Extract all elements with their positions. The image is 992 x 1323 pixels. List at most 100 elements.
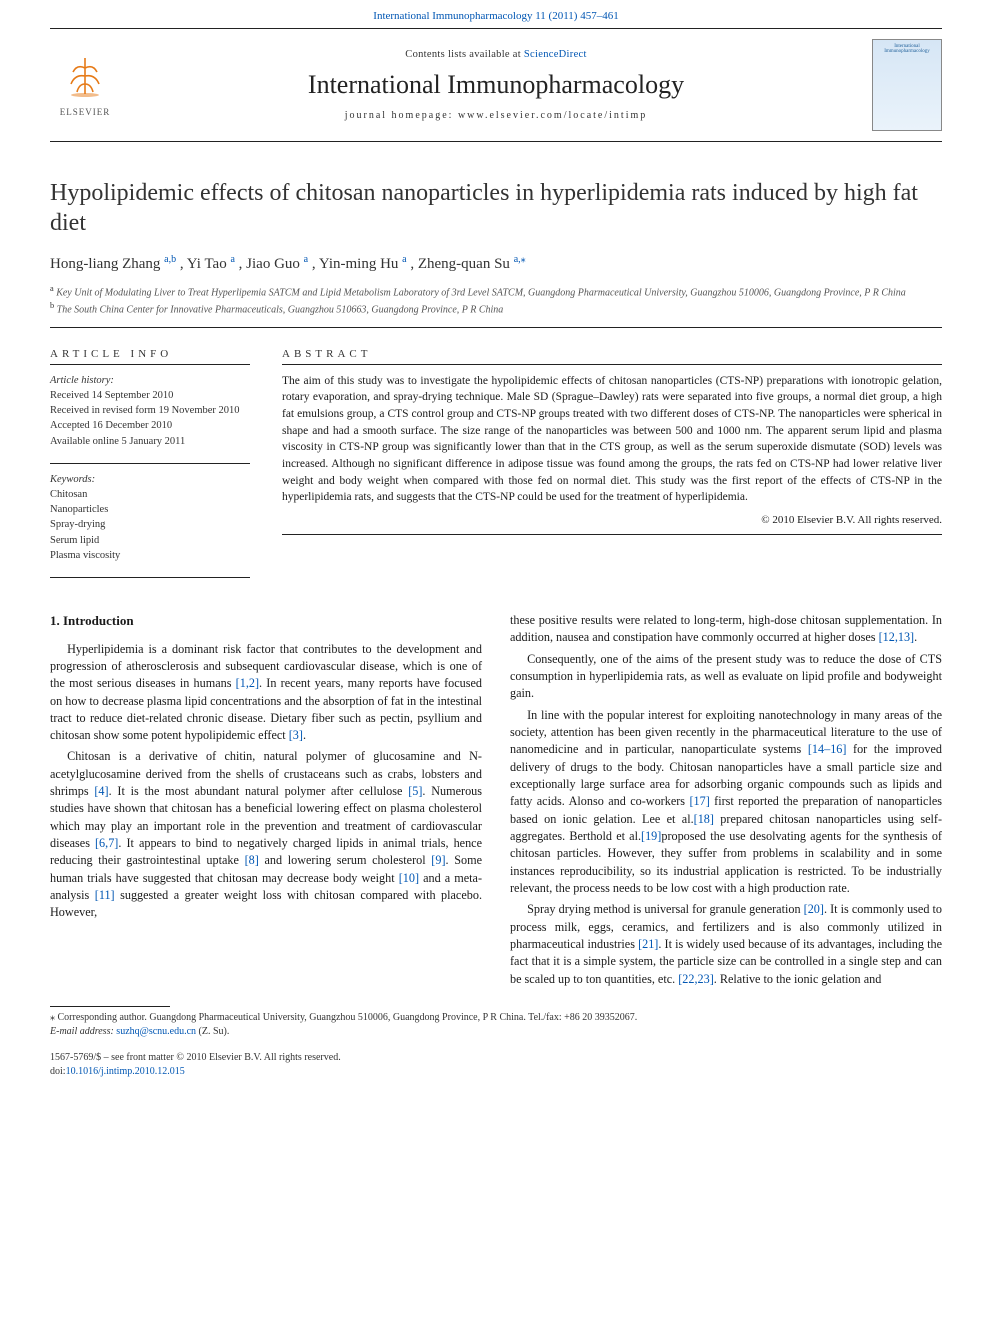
online-date: Available online 5 January 2011 [50, 434, 250, 449]
author-2-aff[interactable]: a [230, 254, 234, 265]
rule-above-abstract [50, 327, 942, 328]
affiliation-b: b The South China Center for Innovative … [50, 300, 942, 317]
masthead-center: Contents lists available at ScienceDirec… [136, 49, 856, 121]
homepage-prefix: journal homepage: [345, 110, 458, 121]
masthead: ELSEVIER Contents lists available at Sci… [0, 29, 992, 141]
ref-1-2[interactable]: [1,2] [236, 676, 259, 690]
sciencedirect-link[interactable]: ScienceDirect [524, 49, 587, 60]
keyword-5: Plasma viscosity [50, 548, 250, 563]
ref-9[interactable]: [9] [431, 853, 445, 867]
ref-5[interactable]: [5] [408, 784, 422, 798]
ref-19[interactable]: [19] [641, 829, 661, 843]
author-5-aff[interactable]: a, [514, 254, 521, 265]
accepted-date: Accepted 16 December 2010 [50, 418, 250, 433]
ref-4[interactable]: [4] [94, 784, 108, 798]
journal-reference-top[interactable]: International Immunopharmacology 11 (201… [0, 0, 992, 28]
article-info-heading: ARTICLE INFO [50, 348, 250, 365]
article-info-column: ARTICLE INFO Article history: Received 1… [50, 348, 250, 578]
keyword-3: Spray-drying [50, 517, 250, 532]
ref-20[interactable]: [20] [804, 902, 824, 916]
para-1: Hyperlipidemia is a dominant risk factor… [50, 641, 482, 745]
ref-8[interactable]: [8] [245, 853, 259, 867]
author-3-aff[interactable]: a [304, 254, 308, 265]
footnote-rule [50, 1006, 170, 1007]
ref-10[interactable]: [10] [399, 871, 419, 885]
info-abstract-row: ARTICLE INFO Article history: Received 1… [0, 348, 992, 578]
article-history-block: Article history: Received 14 September 2… [50, 373, 250, 449]
rule-after-abstract [282, 534, 942, 535]
history-label: Article history: [50, 373, 250, 388]
cover-title-text: International Immunopharmacology [877, 44, 937, 54]
para-3-a: these positive results were related to l… [510, 613, 942, 644]
ref-21[interactable]: [21] [638, 937, 658, 951]
abstract-heading: ABSTRACT [282, 348, 942, 365]
journal-cover-thumbnail: International Immunopharmacology [872, 39, 942, 131]
elsevier-tree-icon [63, 54, 107, 105]
ref-3[interactable]: [3] [289, 728, 303, 742]
keywords-block: Keywords: Chitosan Nanoparticles Spray-d… [50, 472, 250, 563]
contents-prefix: Contents lists available at [405, 49, 524, 60]
para-6: Spray drying method is universal for gra… [510, 901, 942, 988]
author-list: Hong-liang Zhang a,b , Yi Tao a , Jiao G… [0, 248, 992, 279]
author-1: Hong-liang Zhang [50, 256, 164, 272]
ref-18[interactable]: [18] [694, 812, 714, 826]
contents-available-line: Contents lists available at ScienceDirec… [136, 49, 856, 60]
author-5-corr-icon[interactable]: ⁎ [521, 254, 526, 265]
revised-date: Received in revised form 19 November 201… [50, 403, 250, 418]
email-suffix: (Z. Su). [196, 1026, 229, 1037]
corresponding-email[interactable]: suzhq@scnu.edu.cn [116, 1026, 196, 1037]
para-5: In line with the popular interest for ex… [510, 707, 942, 898]
section-1-heading: 1. Introduction [50, 612, 482, 630]
issn-line: 1567-5769/$ – see front matter © 2010 El… [50, 1051, 341, 1065]
received-date: Received 14 September 2010 [50, 388, 250, 403]
para-3: these positive results were related to l… [510, 612, 942, 647]
affiliation-a-text: Key Unit of Modulating Liver to Treat Hy… [56, 287, 906, 298]
email-line: E-mail address: suzhq@scnu.edu.cn (Z. Su… [50, 1025, 942, 1039]
ref-6-7[interactable]: [6,7] [95, 836, 118, 850]
para-4: Consequently, one of the aims of the pre… [510, 651, 942, 703]
article-body: 1. Introduction Hyperlipidemia is a domi… [0, 578, 992, 998]
author-2: , Yi Tao [180, 256, 231, 272]
article-title: Hypolipidemic effects of chitosan nanopa… [0, 142, 992, 248]
keywords-label: Keywords: [50, 472, 250, 487]
keyword-2: Nanoparticles [50, 502, 250, 517]
rule-after-history [50, 463, 250, 464]
ref-12-13[interactable]: [12,13] [879, 630, 915, 644]
para-2-h: suggested a greater weight loss with chi… [50, 888, 482, 919]
ref-17[interactable]: [17] [689, 794, 709, 808]
rule-after-keywords [50, 577, 250, 578]
affiliation-a: a Key Unit of Modulating Liver to Treat … [50, 283, 942, 300]
doi-line: doi:10.1016/j.intimp.2010.12.015 [50, 1065, 341, 1079]
ref-22-23[interactable]: [22,23] [678, 972, 714, 986]
author-3: , Jiao Guo [239, 256, 304, 272]
pub-footer-left: 1567-5769/$ – see front matter © 2010 El… [50, 1051, 341, 1079]
para-3-b: . [914, 630, 917, 644]
ref-11[interactable]: [11] [95, 888, 115, 902]
keyword-4: Serum lipid [50, 533, 250, 548]
doi-link[interactable]: 10.1016/j.intimp.2010.12.015 [66, 1066, 185, 1077]
author-5: , Zheng-quan Su [410, 256, 513, 272]
affiliation-b-text: The South China Center for Innovative Ph… [57, 304, 504, 315]
footnotes: ⁎ Corresponding author. Guangdong Pharma… [0, 998, 992, 1047]
para-2-b: . It is the most abundant natural polyme… [109, 784, 409, 798]
author-1-aff[interactable]: a,b [164, 254, 176, 265]
para-6-d: . Relative to the ionic gelation and [714, 972, 882, 986]
email-label: E-mail address: [50, 1026, 116, 1037]
para-6-a: Spray drying method is universal for gra… [527, 902, 804, 916]
ref-14-16[interactable]: [14–16] [808, 742, 847, 756]
keyword-1: Chitosan [50, 487, 250, 502]
publication-footer: 1567-5769/$ – see front matter © 2010 El… [0, 1047, 992, 1093]
elsevier-logo-text: ELSEVIER [60, 107, 111, 117]
abstract-column: ABSTRACT The aim of this study was to in… [282, 348, 942, 578]
affiliations: a Key Unit of Modulating Liver to Treat … [0, 279, 992, 327]
para-2: Chitosan is a derivative of chitin, natu… [50, 748, 482, 921]
abstract-copyright: © 2010 Elsevier B.V. All rights reserved… [282, 514, 942, 526]
doi-label: doi: [50, 1066, 66, 1077]
elsevier-logo: ELSEVIER [50, 45, 120, 125]
para-2-e: and lowering serum cholesterol [259, 853, 432, 867]
homepage-url[interactable]: www.elsevier.com/locate/intimp [458, 110, 647, 121]
author-4-aff[interactable]: a [402, 254, 406, 265]
journal-homepage-line: journal homepage: www.elsevier.com/locat… [136, 110, 856, 121]
corresponding-author-note: ⁎ Corresponding author. Guangdong Pharma… [50, 1011, 942, 1025]
abstract-text: The aim of this study was to investigate… [282, 373, 942, 506]
